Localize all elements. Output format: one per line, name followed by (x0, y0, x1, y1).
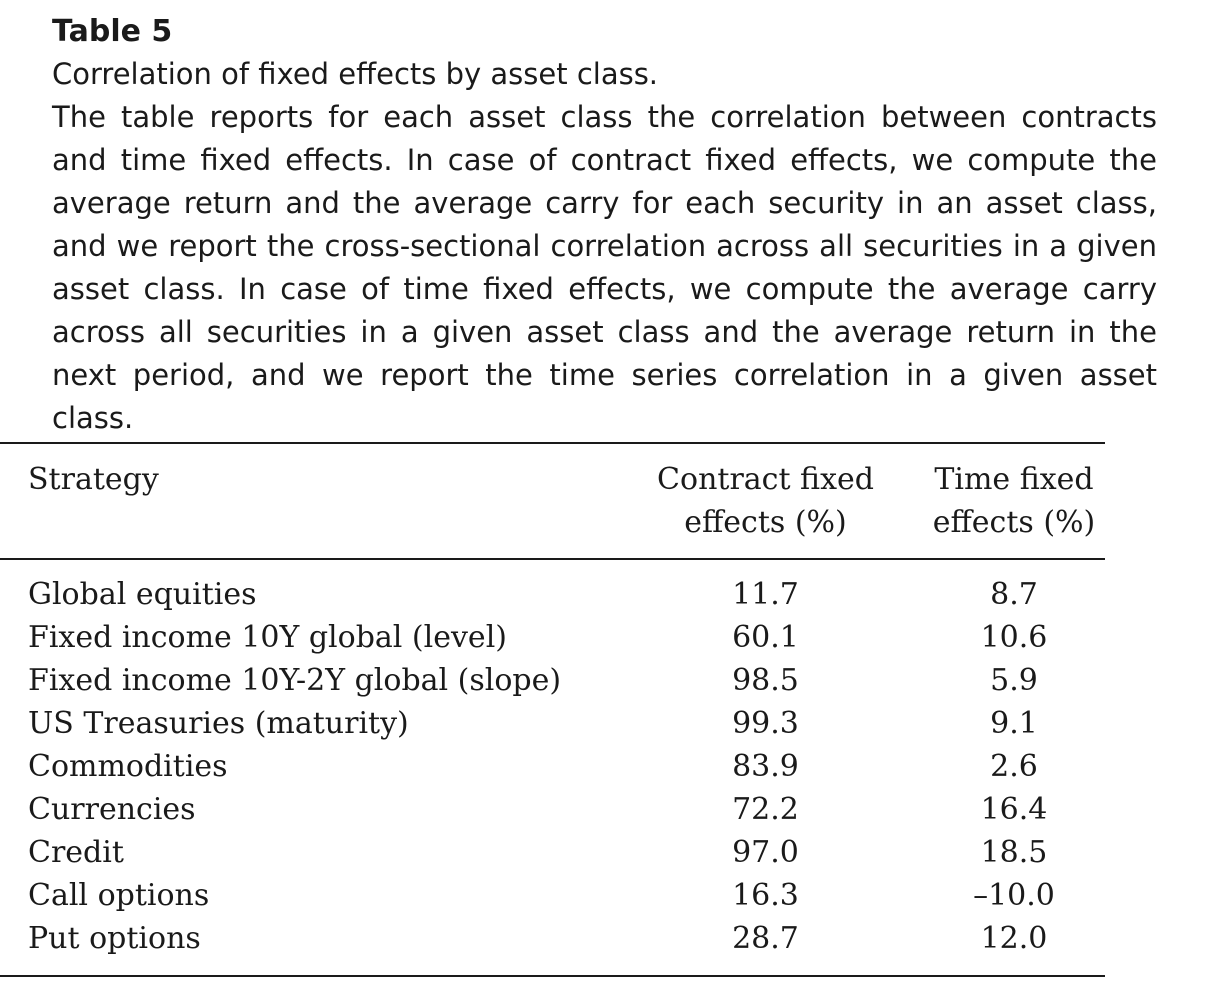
header-contract-line2: effects (%) (684, 505, 847, 540)
cell-contract-fixed-effects: 28.7 (732, 921, 799, 956)
table-row: Call options 16.3 –10.0 (0, 874, 1105, 917)
table-title: Correlation of fixed effects by asset cl… (52, 57, 659, 91)
results-table: Strategy Contract fixed effects (%) Time… (0, 442, 1105, 977)
table-caption-block: Table 5 Correlation of fixed effects by … (52, 10, 1157, 440)
cell-contract-fixed-effects: 99.3 (732, 706, 799, 741)
table-header: Strategy Contract fixed effects (%) Time… (0, 443, 1105, 559)
results-table-container: Strategy Contract fixed effects (%) Time… (0, 442, 1105, 977)
cell-time-fixed-effects: 5.9 (990, 663, 1038, 698)
header-strategy: Strategy (28, 462, 159, 497)
header-time-fixed-effects: Time fixed effects (%) (923, 443, 1105, 559)
cell-strategy: Commodities (28, 749, 228, 784)
table-row: US Treasuries (maturity) 99.3 9.1 (0, 702, 1105, 745)
table-row: Currencies 72.2 16.4 (0, 788, 1105, 831)
cell-contract-fixed-effects: 11.7 (732, 577, 799, 612)
cell-time-fixed-effects: 2.6 (990, 749, 1038, 784)
cell-strategy: US Treasuries (maturity) (28, 706, 409, 741)
table-row: Commodities 83.9 2.6 (0, 745, 1105, 788)
cell-contract-fixed-effects: 60.1 (732, 620, 799, 655)
cell-strategy: Fixed income 10Y global (level) (28, 620, 507, 655)
table-body: Global equities 11.7 8.7 Fixed income 10Y g… (0, 559, 1105, 976)
cell-contract-fixed-effects: 83.9 (732, 749, 799, 784)
cell-contract-fixed-effects: 72.2 (732, 792, 799, 827)
table-row: Global equities 11.7 8.7 (0, 559, 1105, 616)
cell-strategy: Fixed income 10Y-2Y global (slope) (28, 663, 562, 698)
header-time-line1: Time fixed (934, 462, 1094, 497)
header-time-line2: effects (%) (932, 505, 1096, 540)
cell-time-fixed-effects: 18.5 (980, 835, 1048, 870)
header-contract-fixed-effects: Contract fixed effects (%) (608, 443, 923, 559)
cell-contract-fixed-effects: 97.0 (732, 835, 799, 870)
cell-strategy: Call options (28, 878, 210, 913)
cell-time-fixed-effects: –10.0 (973, 878, 1055, 913)
table-row: Put options 28.7 12.0 (0, 917, 1105, 976)
cell-strategy: Currencies (28, 792, 196, 827)
header-contract-line1: Contract fixed (657, 462, 874, 497)
cell-time-fixed-effects: 12.0 (980, 921, 1048, 956)
cell-contract-fixed-effects: 16.3 (732, 878, 799, 913)
cell-time-fixed-effects: 10.6 (980, 620, 1048, 655)
cell-strategy: Global equities (28, 577, 257, 612)
cell-strategy: Put options (28, 921, 201, 956)
table-label: Table 5 (52, 14, 173, 49)
table-row: Credit 97.0 18.5 (0, 831, 1105, 874)
cell-time-fixed-effects: 8.7 (990, 577, 1038, 612)
table-row: Fixed income 10Y-2Y global (slope) 98.5 5.… (0, 659, 1105, 702)
cell-time-fixed-effects: 16.4 (980, 792, 1048, 827)
table-description: The table reports for each asset class t… (52, 100, 1157, 435)
header-row: Strategy Contract fixed effects (%) Time… (0, 443, 1105, 559)
cell-strategy: Credit (28, 835, 124, 870)
table-row: Fixed income 10Y global (level) 60.1 10.6 (0, 616, 1105, 659)
cell-contract-fixed-effects: 98.5 (732, 663, 799, 698)
cell-time-fixed-effects: 9.1 (990, 706, 1038, 741)
